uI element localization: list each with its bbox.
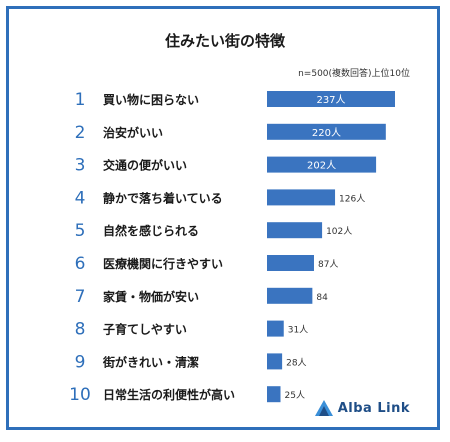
category-label: 日常生活の利便性が高い: [103, 387, 235, 402]
value-label: 25人: [285, 390, 305, 401]
sample-note: n=500(複数回答)上位10位: [298, 69, 410, 79]
value-label: 28人: [286, 357, 306, 368]
rank-number: 10: [69, 385, 91, 405]
value-label: 202人: [307, 160, 336, 172]
category-label: 買い物に困らない: [103, 92, 199, 107]
category-label: 医療機関に行きやすい: [103, 256, 223, 271]
bar: [267, 189, 336, 206]
rank-number: 3: [75, 156, 86, 176]
bar: [267, 287, 313, 304]
rank-number: 4: [75, 188, 86, 208]
category-label: 自然を感じられる: [103, 223, 199, 238]
rank-number: 7: [75, 287, 86, 307]
bar: [267, 353, 283, 370]
value-label: 31人: [288, 325, 308, 336]
bar: [267, 156, 377, 173]
value-label: 220人: [312, 127, 341, 139]
category-label: 家賃・物価が安い: [103, 289, 199, 304]
bar: [267, 320, 284, 337]
rank-number: 5: [75, 221, 86, 241]
rank-number: 9: [75, 352, 86, 372]
value-label: 126人: [339, 193, 365, 204]
rank-number: 6: [75, 254, 86, 274]
brand-logo: Alba Link: [314, 400, 410, 416]
bar: [267, 123, 386, 140]
value-label: 237人: [316, 94, 345, 106]
category-label: 治安がいい: [103, 125, 163, 140]
rank-number: 8: [75, 320, 86, 340]
bar: [267, 222, 323, 239]
value-label: 102人: [326, 226, 352, 237]
rank-number: 1: [75, 90, 86, 110]
chart-title: 住みたい街の特徴: [164, 32, 285, 50]
category-label: 子育てしやすい: [103, 322, 187, 337]
alba-link-logo-icon: [314, 400, 333, 416]
brand-name: Alba Link: [337, 400, 410, 416]
rank-number: 2: [75, 123, 86, 143]
bar: [267, 386, 281, 403]
chart-frame: [6, 6, 440, 430]
category-label: 街がきれい・清潔: [102, 354, 199, 369]
bar: [267, 255, 314, 271]
value-label: 87人: [318, 259, 338, 270]
category-label: 静かで落ち着いている: [103, 190, 223, 205]
bar: [267, 91, 395, 107]
category-label: 交通の便がいい: [103, 158, 187, 173]
value-label: 84: [316, 293, 328, 303]
